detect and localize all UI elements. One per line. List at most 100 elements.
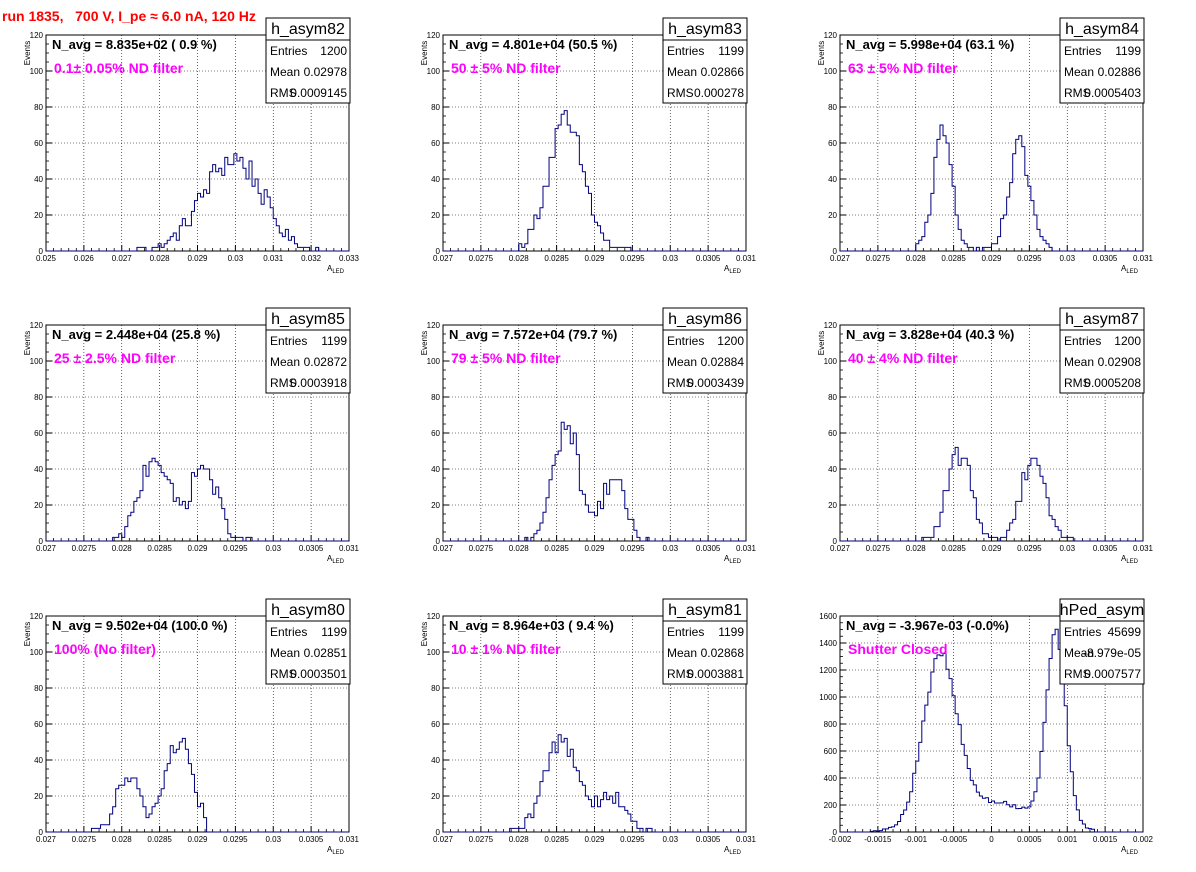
- y-tick-label: 60: [828, 429, 837, 438]
- histogram-panel: 0.025 0.026 0.027 0.028 0.029 0.03 0.031 0.032 0…: [23, 17, 360, 275]
- stats-box: hPed_asym Entries 45699 Mean-8.979e-05 RMS0.…: [1059, 598, 1145, 685]
- stats-box: h_asym86 Entries 1200 Mean 0.02884 RMS0.00034…: [662, 307, 748, 394]
- stat-value: 45699: [1108, 625, 1142, 639]
- histogram-name: h_asym86: [668, 311, 742, 328]
- x-tick-label: 0.0275: [72, 835, 97, 844]
- stat-value: 0.02851: [304, 646, 348, 660]
- histogram-name: h_asym82: [271, 21, 345, 38]
- histogram-name: h_asym81: [668, 602, 742, 619]
- stat-value: 0.02886: [1098, 65, 1142, 79]
- histogram-name: h_asym84: [1065, 21, 1139, 38]
- stat-label: Entries: [1064, 44, 1101, 58]
- y-tick-label: 20: [431, 211, 440, 220]
- histogram-name: h_asym80: [271, 602, 345, 619]
- stat-label: RMS: [667, 376, 694, 390]
- navg-annotation: N_avg = 7.572e+04 (79.7 %): [449, 327, 617, 342]
- histogram-line: [840, 124, 1143, 252]
- histogram-panel: 0.027 0.0275 0.028 0.0285 0.029 0.0295 0.03 0.0…: [23, 598, 360, 856]
- stat-label: Mean: [667, 646, 697, 660]
- stat-label: Entries: [270, 334, 307, 348]
- y-tick-label: 60: [431, 139, 440, 148]
- y-tick-label: 40: [431, 465, 440, 474]
- filter-annotation: 79 ± 5% ND filter: [451, 350, 561, 366]
- y-tick-label: 100: [824, 357, 838, 366]
- stats-box-frame: [1059, 598, 1145, 685]
- y-tick-label: 20: [431, 792, 440, 801]
- x-tick-label: 0.0275: [866, 254, 891, 263]
- x-tick-label: 0.0305: [696, 544, 721, 553]
- y-tick-label: 100: [30, 648, 44, 657]
- y-tick-label: 80: [828, 393, 837, 402]
- stat-value: 0.0003501: [290, 667, 347, 681]
- stat-label: Entries: [667, 625, 704, 639]
- y-tick-label: 20: [34, 501, 43, 510]
- y-tick-label: 1400: [819, 639, 837, 648]
- y-axis-label: Events: [420, 331, 429, 355]
- y-tick-label: 100: [30, 67, 44, 76]
- y-tick-label: 1000: [819, 693, 837, 702]
- y-tick-label: 0: [833, 828, 838, 837]
- stat-value: 1199: [321, 334, 347, 348]
- x-tick-label: 0.0305: [1093, 254, 1118, 263]
- filter-annotation: 50 ± 5% ND filter: [451, 60, 561, 76]
- stat-label: RMS: [667, 86, 694, 100]
- run-title: run 1835, 700 V, I_pe ≈ 6.0 nA, 120 Hz: [2, 8, 256, 24]
- y-tick-label: 120: [427, 612, 441, 621]
- stat-label: RMS: [270, 86, 297, 100]
- stat-label: Entries: [667, 334, 704, 348]
- x-tick-label: 0.026: [74, 254, 95, 263]
- y-tick-label: 20: [34, 792, 43, 801]
- histogram-line: [443, 110, 746, 252]
- y-tick-label: 60: [34, 429, 43, 438]
- y-tick-label: 100: [824, 67, 838, 76]
- stat-value: 0.0005403: [1084, 86, 1141, 100]
- histogram-panel: 0.027 0.0275 0.028 0.0285 0.029 0.0295 0.03 0.0…: [420, 307, 757, 565]
- stat-label: Mean: [667, 355, 697, 369]
- x-tick-label: -0.002: [829, 835, 852, 844]
- y-tick-label: 60: [431, 720, 440, 729]
- x-tick-label: 0.03: [265, 835, 281, 844]
- filter-annotation: 10 ± 1% ND filter: [451, 641, 561, 657]
- stat-value: 0.02908: [1098, 355, 1142, 369]
- x-tick-label: 0.032: [301, 254, 322, 263]
- y-tick-label: 1200: [819, 666, 837, 675]
- y-tick-label: 0: [39, 537, 44, 546]
- x-axis-label: ALED: [327, 554, 345, 565]
- y-axis-label: Events: [817, 41, 826, 65]
- stats-box-frame: [662, 307, 748, 394]
- x-tick-label: -0.0015: [864, 835, 892, 844]
- navg-annotation: N_avg = 8.835e+02 ( 0.9 %): [52, 37, 217, 52]
- x-tick-label: 0.031: [339, 835, 360, 844]
- y-tick-label: 120: [30, 321, 44, 330]
- stat-label: Entries: [1064, 625, 1101, 639]
- x-tick-label: 0.0015: [1093, 835, 1118, 844]
- x-tick-label: 0.027: [433, 544, 454, 553]
- y-tick-label: 60: [34, 720, 43, 729]
- stats-box-frame: [265, 598, 351, 685]
- filter-annotation: Shutter Closed: [848, 641, 948, 657]
- x-axis-label: ALED: [724, 845, 742, 856]
- x-tick-label: 0.03: [1059, 544, 1075, 553]
- x-tick-label: 0.0275: [469, 254, 494, 263]
- stat-label: RMS: [1064, 86, 1091, 100]
- x-tick-label: 0.0285: [147, 544, 172, 553]
- y-tick-label: 100: [427, 648, 441, 657]
- stat-label: RMS: [270, 667, 297, 681]
- x-tick-label: 0.0275: [469, 835, 494, 844]
- y-tick-label: 120: [30, 31, 44, 40]
- x-tick-label: 0.028: [906, 544, 927, 553]
- stats-box-frame: [662, 598, 748, 685]
- y-tick-label: 0: [39, 828, 44, 837]
- x-tick-label: 0.0275: [469, 544, 494, 553]
- x-tick-label: 0.027: [36, 544, 57, 553]
- stat-label: Mean: [667, 65, 697, 79]
- stat-label: Mean: [270, 355, 300, 369]
- stat-label: Entries: [270, 625, 307, 639]
- navg-annotation: N_avg = 2.448e+04 (25.8 %): [52, 327, 220, 342]
- histogram-name: h_asym85: [271, 311, 345, 328]
- x-axis-label: ALED: [724, 554, 742, 565]
- stat-label: Mean: [1064, 355, 1094, 369]
- y-tick-label: 80: [34, 684, 43, 693]
- histogram-line: [46, 457, 349, 542]
